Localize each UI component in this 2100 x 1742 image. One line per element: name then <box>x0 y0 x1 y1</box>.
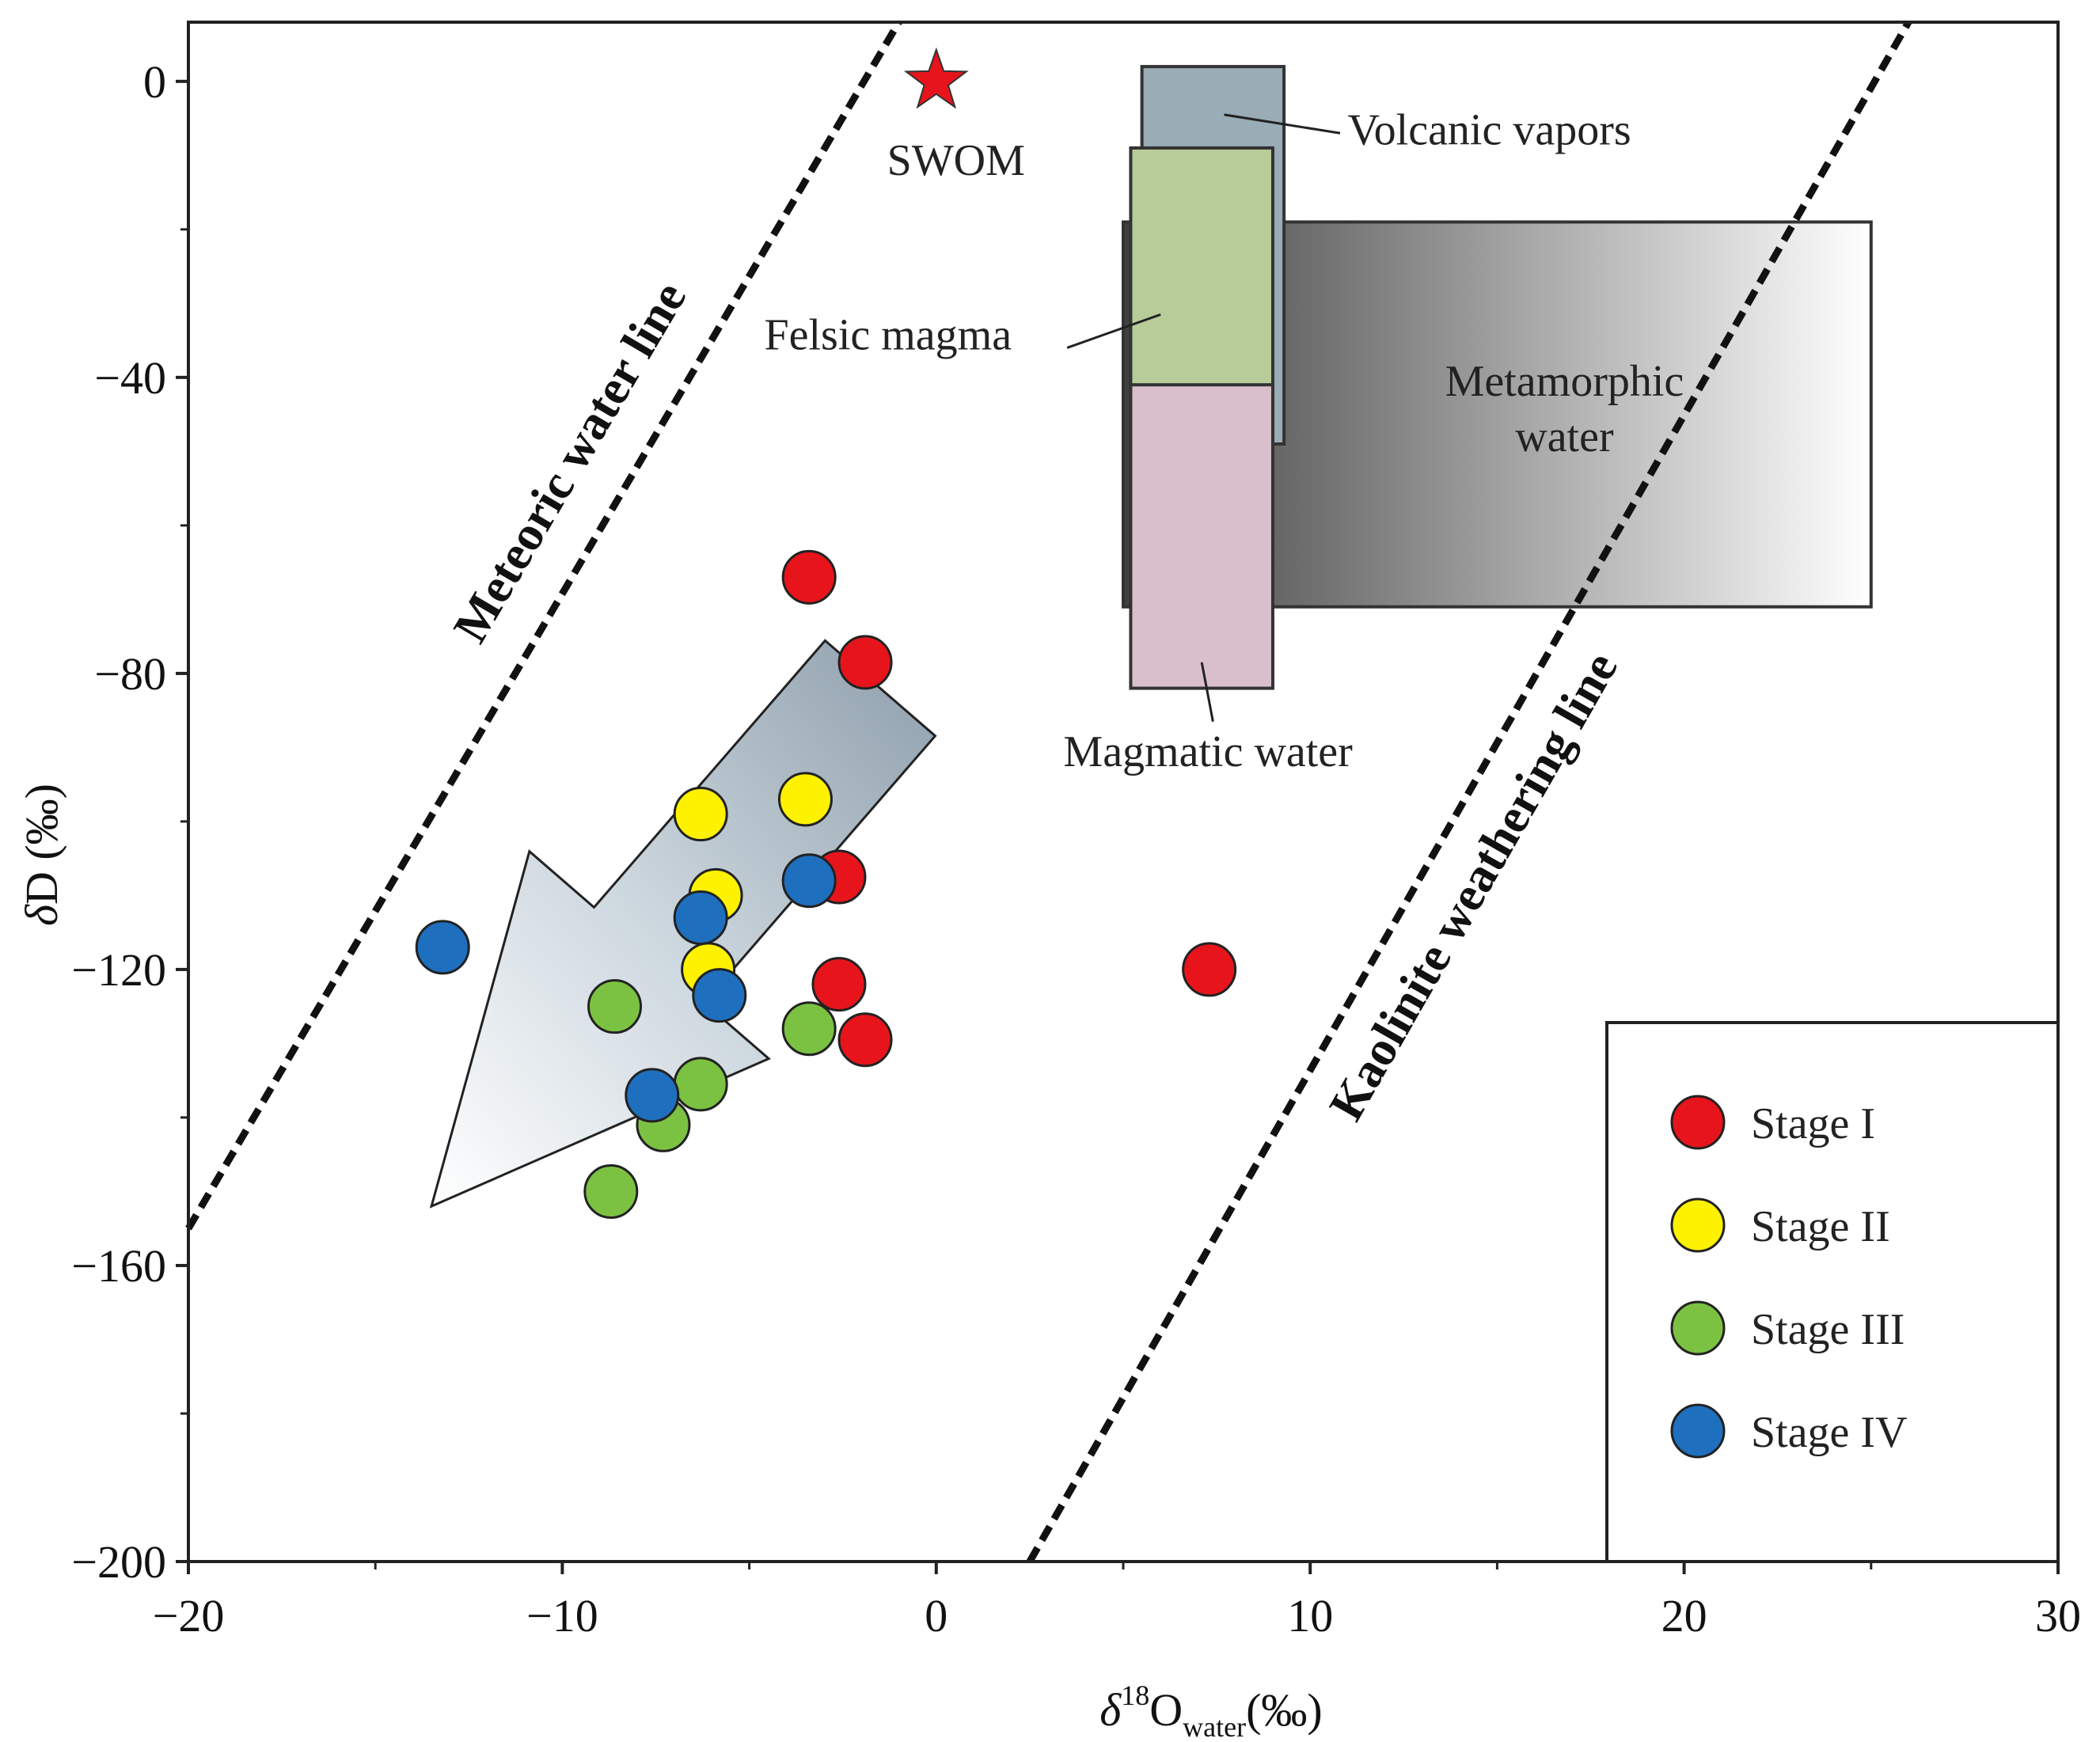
magmatic-water-region <box>1129 383 1274 690</box>
x-tick-label: 20 <box>1661 1590 1707 1641</box>
y-tick-label: −120 <box>71 944 166 996</box>
stage-iii-point <box>583 1163 639 1219</box>
legend-marker-stage-iv <box>1670 1403 1726 1459</box>
magmatic-water-label: Magmatic water <box>1063 727 1353 776</box>
swom-label: SWOM <box>887 136 1025 185</box>
legend-marker-stage-iii <box>1670 1300 1726 1356</box>
x-tick-label: −20 <box>153 1590 225 1641</box>
stage-iv-point <box>625 1068 680 1123</box>
y-tick-label: −160 <box>71 1240 166 1292</box>
legend-label-stage-iii: Stage III <box>1751 1305 1904 1354</box>
legend: Stage I Stage II Stage III Stage IV <box>1605 1021 2060 1563</box>
x-tick-label: 0 <box>925 1590 947 1641</box>
stage-iv-point <box>692 968 747 1023</box>
y-tick-label: −200 <box>71 1536 166 1588</box>
magmatic-water-leader-line <box>1200 662 1214 722</box>
stage-i-point <box>781 549 837 605</box>
stage-iii-point <box>781 1001 837 1057</box>
legend-label-stage-ii: Stage II <box>1751 1202 1890 1251</box>
x-tick-label: 10 <box>1287 1590 1333 1641</box>
felsic-magma-leader-line <box>1066 313 1161 349</box>
metamorphic-water-label: Metamorphic water <box>1445 357 1684 461</box>
kaolinite-weathering-line <box>1026 20 1912 1564</box>
stage-i-point <box>811 957 867 1012</box>
meteoric-water-line-label: Meteoric water line <box>443 273 697 652</box>
x-tick-label: 30 <box>2035 1590 2081 1641</box>
legend-label-stage-iv: Stage IV <box>1751 1408 1908 1457</box>
meteoric-water-line <box>185 20 902 1231</box>
stage-i-point <box>1182 942 1237 997</box>
data-points-layer: SWOM <box>415 47 1237 1219</box>
stage-ii-point <box>673 787 728 842</box>
stage-iv-point <box>781 853 837 909</box>
y-tick-label: 0 <box>143 56 166 108</box>
stage-iv-point <box>673 890 728 945</box>
stage-ii-point <box>777 772 833 827</box>
x-tick-label: −10 <box>526 1590 598 1641</box>
swom-star-icon <box>903 47 969 109</box>
legend-label-stage-i: Stage I <box>1751 1099 1875 1148</box>
legend-marker-stage-i <box>1670 1095 1726 1150</box>
y-tick-label: −80 <box>94 648 166 700</box>
y-tick-label: −40 <box>94 352 166 404</box>
stage-i-point <box>837 635 893 690</box>
x-axis-title: δ18Owater(‰) <box>1099 1679 1322 1742</box>
regions-layer: Volcanic vapors Felsic magma Magmatic wate… <box>764 65 1873 776</box>
felsic-magma-label: Felsic magma <box>764 310 1012 359</box>
stage-iii-point <box>673 1057 728 1112</box>
stage-i-point <box>837 1012 893 1068</box>
stage-iii-point <box>587 979 643 1034</box>
y-axis-title: δD (‰) <box>16 784 67 926</box>
volcanic-vapors-leader-line <box>1224 113 1341 135</box>
legend-marker-stage-ii <box>1670 1197 1726 1253</box>
kaolinite-weathering-line-label: Kaolinite weathering line <box>1320 643 1628 1129</box>
volcanic-vapors-label: Volcanic vapors <box>1347 105 1631 154</box>
axis-ticks-layer: −20 −10 0 10 20 30 0 −40 −80 −120 −160 −200 <box>71 56 2081 1641</box>
stage-iv-point <box>415 920 470 975</box>
